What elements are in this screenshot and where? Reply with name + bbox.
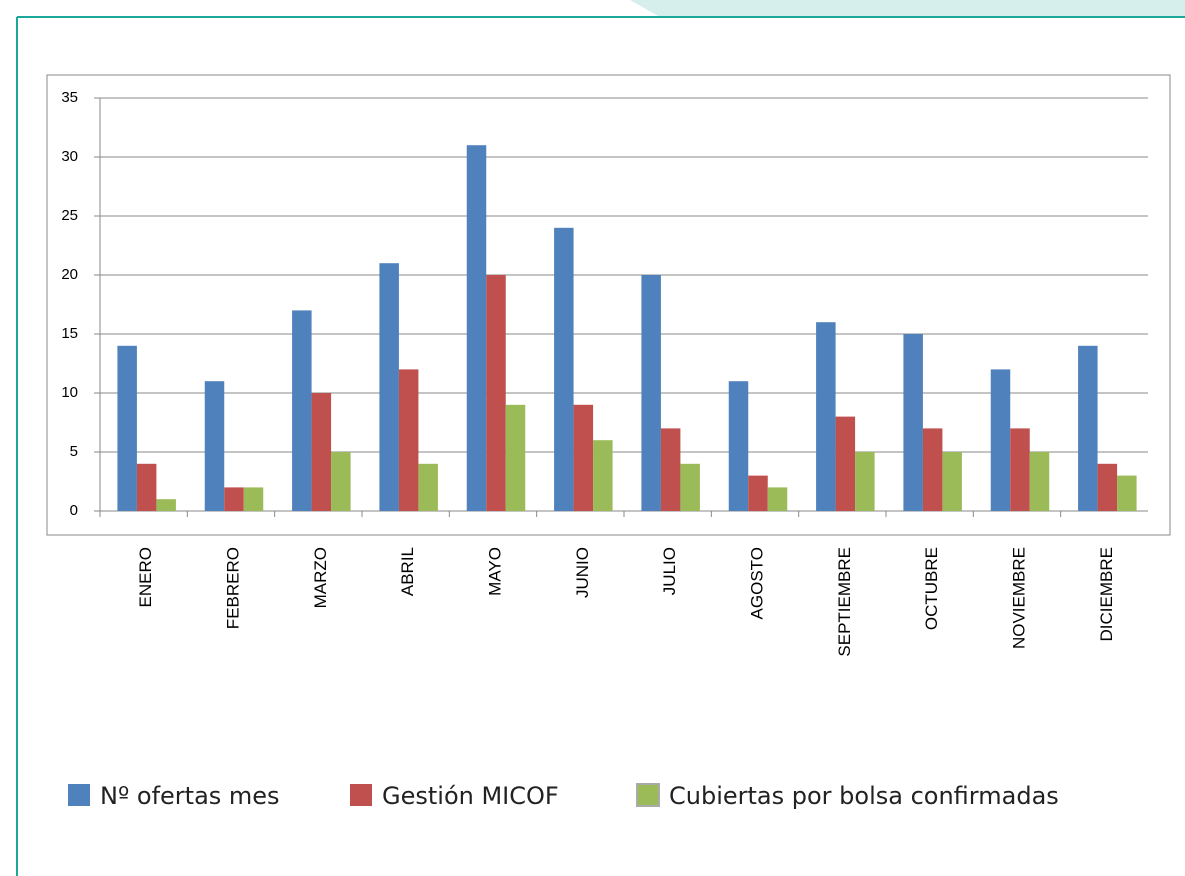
bar — [136, 463, 157, 511]
legend-label: Gestión MICOF — [382, 782, 559, 810]
x-tick-label: FEBRERO — [223, 547, 242, 629]
legend-swatch — [350, 784, 372, 806]
x-tick-label: JULIO — [660, 547, 679, 595]
x-tick-label: AGOSTO — [747, 547, 766, 619]
chart-box — [46, 74, 1171, 536]
legend-label: Nº ofertas mes — [100, 782, 280, 810]
legend-label: Cubiertas por bolsa confirmadas — [669, 782, 1059, 810]
bar — [379, 263, 399, 511]
bar — [331, 452, 351, 511]
bar — [1078, 345, 1098, 511]
bar — [641, 275, 661, 511]
bar — [1117, 475, 1137, 511]
legend-swatch — [68, 784, 90, 806]
bar — [554, 227, 574, 512]
corner-decoration — [630, 0, 1185, 17]
x-tick-label: ENERO — [136, 547, 155, 607]
bar — [466, 145, 487, 511]
y-tick-label: 0 — [70, 502, 78, 519]
bar — [680, 463, 700, 511]
x-tick-label: NOVIEMBRE — [1009, 547, 1028, 649]
bar — [224, 487, 244, 511]
x-tick-label: DICIEMBRE — [1097, 547, 1116, 641]
bar — [486, 275, 506, 511]
y-tick-label: 15 — [61, 325, 78, 342]
x-tick-label: MARZO — [311, 547, 330, 608]
bar — [835, 416, 856, 511]
x-tick-label: MAYO — [485, 547, 504, 596]
x-tick-label: OCTUBRE — [922, 547, 941, 630]
bar — [593, 440, 613, 511]
bar — [767, 487, 788, 511]
bar — [855, 452, 875, 511]
bar — [156, 499, 176, 511]
x-tick-label: ABRIL — [398, 547, 417, 596]
y-tick-label: 10 — [61, 384, 78, 401]
y-tick-label: 35 — [61, 89, 78, 106]
bar — [311, 393, 332, 511]
bar — [922, 428, 943, 511]
x-tick-label: JUNIO — [573, 547, 592, 598]
x-tick-label: SEPTIEMBRE — [835, 547, 854, 657]
legend-swatch — [636, 783, 660, 807]
bar — [942, 452, 962, 511]
bar — [816, 322, 836, 511]
bar — [903, 334, 923, 511]
bar — [505, 404, 526, 511]
bar — [1097, 463, 1118, 511]
y-tick-label: 25 — [61, 207, 78, 224]
bar — [204, 381, 225, 511]
bar — [748, 475, 768, 511]
bar — [728, 381, 749, 511]
bar — [1029, 452, 1050, 511]
bar — [1010, 428, 1030, 511]
y-tick-label: 30 — [61, 148, 78, 165]
y-tick-label: 20 — [61, 266, 78, 283]
bar — [243, 487, 264, 511]
bar — [660, 428, 681, 511]
bar — [117, 345, 137, 511]
bar — [990, 369, 1011, 511]
bar — [292, 310, 312, 511]
bar — [398, 369, 419, 511]
bar — [418, 463, 438, 511]
y-tick-label: 5 — [70, 443, 78, 460]
bar — [573, 404, 594, 511]
